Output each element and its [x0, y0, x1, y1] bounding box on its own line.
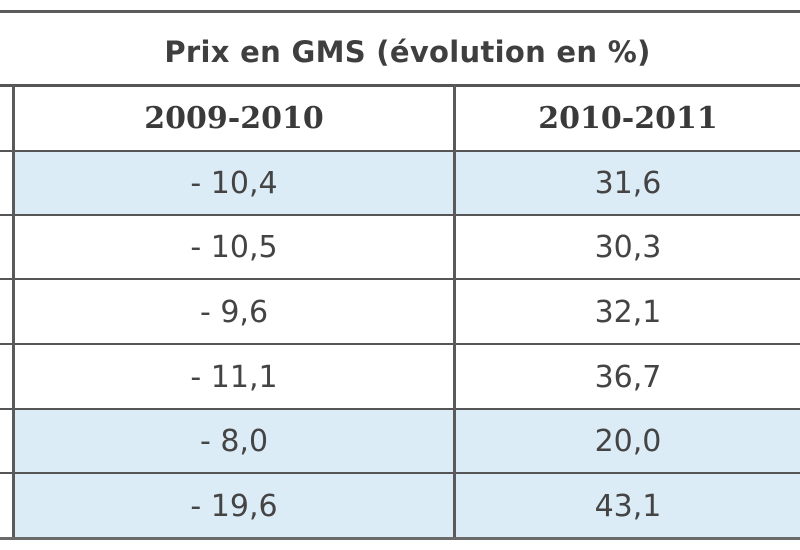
table-cell: - 11,1 [190, 359, 278, 395]
row-rule [0, 408, 800, 410]
table-cell: 30,3 [594, 229, 662, 265]
table-cell: - 19,6 [190, 488, 278, 524]
column-rule-left [12, 84, 15, 540]
row-highlight [15, 410, 800, 473]
table-cell: - 8,0 [199, 423, 269, 459]
table-cell: 31,6 [594, 165, 662, 201]
table-cell: - 10,4 [190, 165, 278, 201]
row-rule [0, 472, 800, 474]
header-rule [0, 84, 800, 87]
table-top-rule [0, 10, 800, 13]
row-highlight [15, 151, 800, 214]
table-cell: 36,7 [594, 359, 662, 395]
column-header-2009-2010: 2009-2010 [144, 100, 324, 136]
table-super-header: Prix en GMS (évolution en %) [164, 35, 651, 69]
row-rule [0, 150, 800, 152]
table-cell: 43,1 [594, 488, 662, 524]
row-rule [0, 343, 800, 345]
table-cell: - 9,6 [199, 294, 269, 330]
table-cell: 20,0 [594, 423, 662, 459]
table-cell: - 10,5 [190, 229, 278, 265]
column-rule-middle [453, 84, 456, 540]
table-bottom-rule [0, 537, 800, 540]
column-header-2010-2011: 2010-2011 [538, 100, 718, 136]
table-cell: 32,1 [594, 294, 662, 330]
row-rule [0, 214, 800, 216]
row-rule [0, 278, 800, 280]
row-highlight [15, 474, 800, 537]
